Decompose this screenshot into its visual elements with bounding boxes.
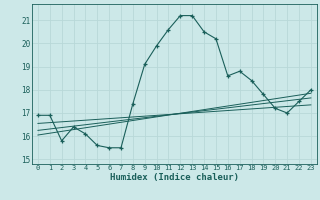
X-axis label: Humidex (Indice chaleur): Humidex (Indice chaleur)	[110, 173, 239, 182]
